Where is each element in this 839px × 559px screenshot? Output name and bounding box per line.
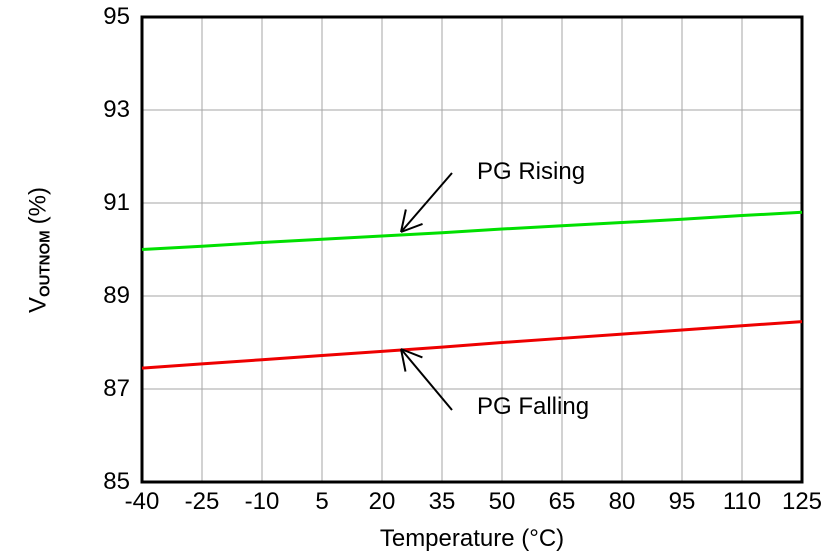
plot-border [140, 15, 804, 484]
series-line-pg-falling [141, 320, 803, 370]
x-axis-title: Temperature (°C) [379, 525, 565, 552]
x-tick-label: 95 [668, 488, 696, 515]
y-tick-label: 91 [103, 189, 130, 216]
y-tick-label: 87 [103, 375, 130, 402]
annotation-arrow [400, 348, 453, 411]
x-tick-label: 35 [428, 488, 456, 515]
x-tick-label: -10 [244, 488, 280, 515]
x-tick-label: 80 [608, 488, 636, 515]
x-tick-label: 5 [315, 488, 329, 515]
y-tick-label: 95 [103, 3, 130, 30]
x-tick-label: 20 [368, 488, 396, 515]
annotation-arrow [400, 172, 453, 233]
x-tick-label: 50 [488, 488, 516, 515]
x-tick-label: 110 [722, 488, 762, 515]
annotation-arrowhead [400, 348, 407, 372]
y-axis-title-unit: (%) [24, 186, 52, 225]
annotation-pg-rising: PG Rising [477, 158, 586, 185]
x-tick-label: 65 [548, 488, 576, 515]
x-tick-label: -25 [184, 488, 220, 515]
x-tick-label: 125 [781, 488, 823, 515]
annotation-arrowhead [400, 223, 423, 233]
annotation-pg-falling: PG Falling [477, 393, 590, 420]
y-axis-title: VOUTNOM (%) [24, 186, 55, 314]
y-axis-title-subscript: OUTNOM [36, 230, 54, 297]
y-tick-label: 93 [103, 96, 130, 123]
annotation-arrowhead [400, 348, 423, 359]
series-line-pg-rising [141, 210, 803, 251]
y-tick-label: 85 [103, 468, 130, 495]
y-axis-title-main: V [24, 296, 52, 314]
x-tick-label: -40 [124, 488, 160, 515]
y-tick-label: 89 [103, 282, 130, 309]
annotation-arrowhead [400, 209, 407, 233]
